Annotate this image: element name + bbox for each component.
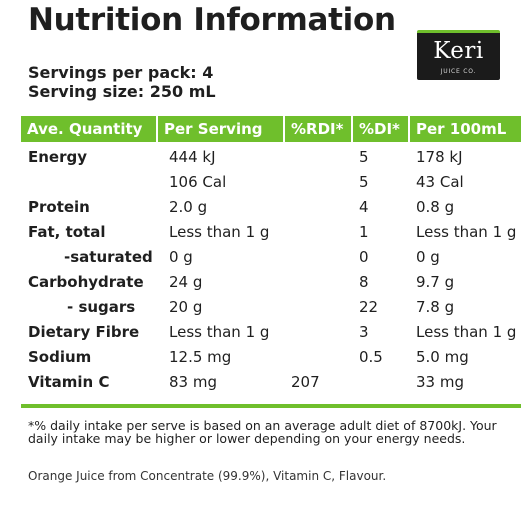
rdi-value: 207 bbox=[291, 373, 320, 391]
per-100ml-value: 7.8 g bbox=[416, 298, 455, 316]
table-row: Sodium 12.5 mg 0.5 5.0 mg bbox=[21, 345, 521, 370]
di-value: 0 bbox=[359, 248, 369, 266]
nutrient-label: Fat, total bbox=[28, 223, 106, 241]
header-di: %DI* bbox=[353, 116, 408, 142]
nutrition-table: Ave. Quantity Per Serving %RDI* %DI* Per… bbox=[21, 116, 521, 395]
per-serving-value: 12.5 mg bbox=[169, 348, 232, 366]
per-100ml-value: 33 mg bbox=[416, 373, 464, 391]
table-row: - sugars 20 g 22 7.8 g bbox=[21, 295, 521, 320]
table-bottom-rule bbox=[21, 404, 521, 408]
per-serving-value: Less than 1 g bbox=[169, 223, 270, 241]
table-row: -saturated 0 g 0 0 g bbox=[21, 245, 521, 270]
per-100ml-value: Less than 1 g bbox=[416, 323, 517, 341]
servings-per-pack: Servings per pack: 4 bbox=[28, 63, 214, 82]
per-100ml-value: 0.8 g bbox=[416, 198, 455, 216]
per-serving-value: 444 kJ bbox=[169, 148, 216, 166]
brand-logo: Keri JUICE CO. bbox=[417, 30, 500, 80]
table-header-row: Ave. Quantity Per Serving %RDI* %DI* Per… bbox=[21, 116, 521, 142]
header-rdi: %RDI* bbox=[285, 116, 351, 142]
nutrient-label: -saturated bbox=[64, 248, 153, 266]
nutrient-label: Energy bbox=[28, 148, 88, 166]
per-serving-value: 2.0 g bbox=[169, 198, 208, 216]
nutrient-label: Dietary Fibre bbox=[28, 323, 140, 341]
per-serving-value: Less than 1 g bbox=[169, 323, 270, 341]
di-value: 8 bbox=[359, 273, 369, 291]
nutrient-label: Vitamin C bbox=[28, 373, 110, 391]
per-100ml-value: 178 kJ bbox=[416, 148, 463, 166]
per-serving-value: 83 mg bbox=[169, 373, 217, 391]
table-row: Carbohydrate 24 g 8 9.7 g bbox=[21, 270, 521, 295]
table-row: Fat, total Less than 1 g 1 Less than 1 g bbox=[21, 220, 521, 245]
logo-subtext: JUICE CO. bbox=[440, 68, 477, 75]
per-100ml-value: 5.0 mg bbox=[416, 348, 469, 366]
table-row: Protein 2.0 g 4 0.8 g bbox=[21, 195, 521, 220]
per-serving-value: 24 g bbox=[169, 273, 203, 291]
per-serving-value: 0 g bbox=[169, 248, 193, 266]
serving-size: Serving size: 250 mL bbox=[28, 82, 216, 101]
table-row: 106 Cal 5 43 Cal bbox=[21, 170, 521, 195]
page-title: Nutrition Information bbox=[28, 2, 396, 38]
di-value: 0.5 bbox=[359, 348, 383, 366]
di-value: 1 bbox=[359, 223, 369, 241]
header-per-serving: Per Serving bbox=[158, 116, 283, 142]
nutrient-label: - sugars bbox=[67, 298, 136, 316]
nutrient-label: Sodium bbox=[28, 348, 92, 366]
servings-info: Servings per pack: 4 Serving size: 250 m… bbox=[28, 63, 216, 101]
table-body: Energy 444 kJ 5 178 kJ 106 Cal 5 43 Cal … bbox=[21, 145, 521, 395]
ingredients-list: Orange Juice from Concentrate (99.9%), V… bbox=[28, 469, 387, 483]
per-100ml-value: 43 Cal bbox=[416, 173, 464, 191]
nutrient-label: Carbohydrate bbox=[28, 273, 144, 291]
daily-intake-footnote: *% daily intake per serve is based on an… bbox=[28, 418, 497, 446]
di-value: 4 bbox=[359, 198, 369, 216]
table-row: Vitamin C 83 mg 207 33 mg bbox=[21, 370, 521, 395]
header-per-100ml: Per 100mL bbox=[410, 116, 521, 142]
per-100ml-value: Less than 1 g bbox=[416, 223, 517, 241]
header-ave-quantity: Ave. Quantity bbox=[21, 116, 156, 142]
per-100ml-value: 9.7 g bbox=[416, 273, 455, 291]
di-value: 3 bbox=[359, 323, 369, 341]
per-serving-value: 106 Cal bbox=[169, 173, 227, 191]
di-value: 22 bbox=[359, 298, 379, 316]
table-row: Dietary Fibre Less than 1 g 3 Less than … bbox=[21, 320, 521, 345]
di-value: 5 bbox=[359, 148, 369, 166]
per-100ml-value: 0 g bbox=[416, 248, 440, 266]
nutrient-label: Protein bbox=[28, 198, 90, 216]
table-row: Energy 444 kJ 5 178 kJ bbox=[21, 145, 521, 170]
per-serving-value: 20 g bbox=[169, 298, 203, 316]
di-value: 5 bbox=[359, 173, 369, 191]
logo-brand-text: Keri bbox=[433, 38, 484, 64]
